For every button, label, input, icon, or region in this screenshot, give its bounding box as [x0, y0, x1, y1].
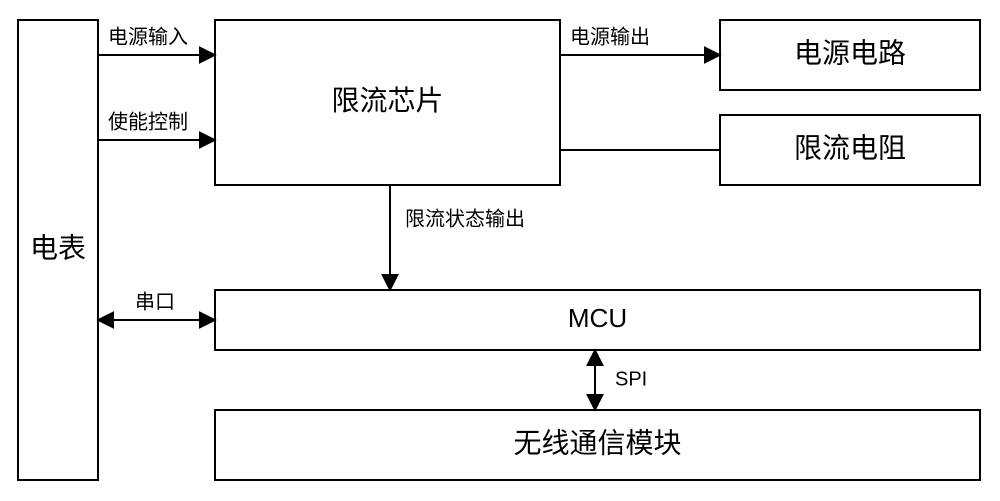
node-meter: 电表	[18, 20, 98, 480]
edge-power_in: 电源输入	[98, 25, 215, 55]
edge-serial: 串口	[98, 290, 215, 320]
node-power-circuit: 电源电路	[720, 20, 980, 90]
edge-label-power_in: 电源输入	[108, 25, 188, 48]
edge-power_out: 电源输出	[560, 25, 720, 55]
node-limiter-chip: 限流芯片	[215, 20, 560, 185]
edge-enable_ctrl: 使能控制	[98, 110, 215, 140]
node-mcu: MCU	[215, 290, 980, 350]
meter-label: 电表	[30, 232, 86, 263]
edge-limit_state: 限流状态输出	[390, 185, 525, 290]
limit-resistor-label: 限流电阻	[794, 132, 906, 163]
node-wireless: 无线通信模块	[215, 410, 980, 480]
edge-label-limit_state: 限流状态输出	[405, 207, 525, 230]
wireless-label: 无线通信模块	[513, 427, 681, 458]
edge-spi: SPI	[595, 350, 647, 410]
edge-label-serial: 串口	[135, 290, 175, 313]
node-limit-resistor: 限流电阻	[720, 115, 980, 185]
edge-label-power_out: 电源输出	[570, 25, 650, 48]
power-circuit-label: 电源电路	[794, 37, 906, 68]
limiter-chip-label: 限流芯片	[331, 85, 443, 116]
mcu-label: MCU	[568, 303, 627, 333]
edge-label-enable_ctrl: 使能控制	[108, 110, 188, 133]
edge-label-spi: SPI	[615, 368, 647, 390]
